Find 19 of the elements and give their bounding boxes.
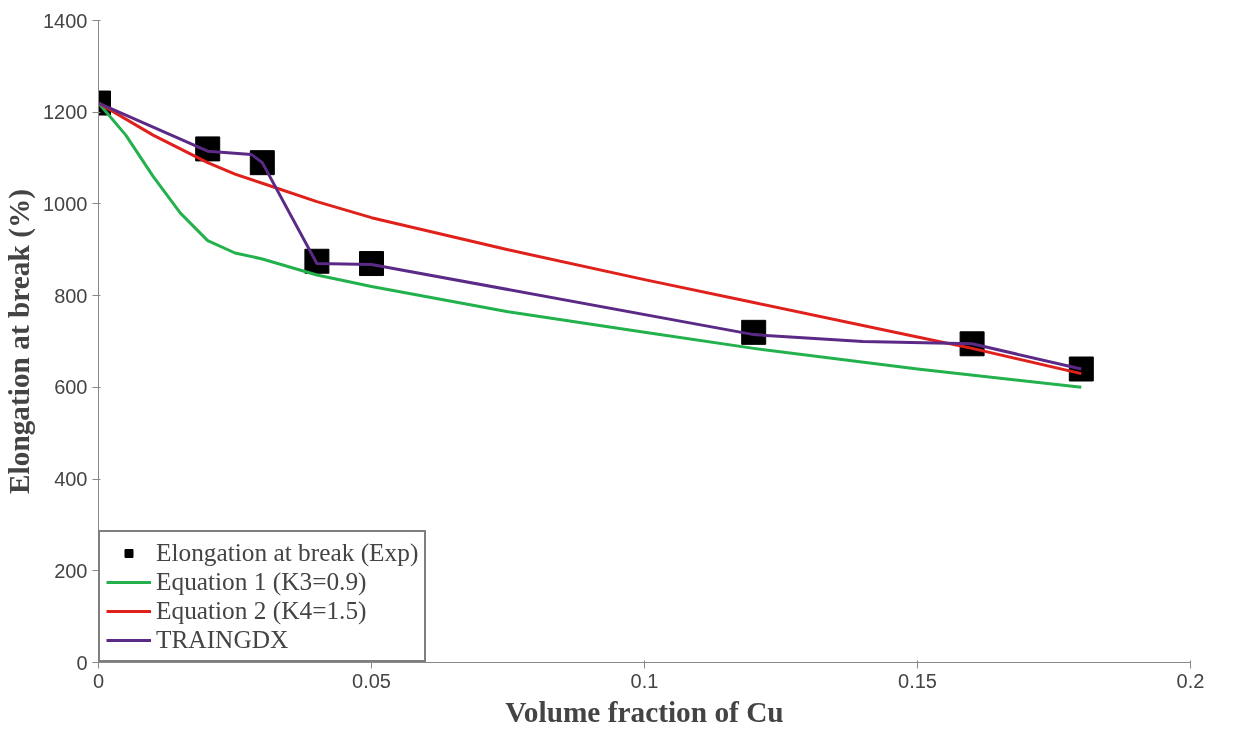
x-tick-label: 0	[92, 669, 105, 692]
y-tick-label: 0	[76, 651, 88, 674]
y-tick-label: 200	[54, 559, 88, 582]
y-tick-label: 800	[54, 284, 88, 307]
x-tick-label: 0.15	[898, 669, 937, 692]
legend-label: TRAINGDX	[156, 625, 289, 654]
y-tick-label: 1200	[43, 101, 88, 124]
legend-label: Equation 2 (K4=1.5)	[156, 596, 367, 625]
y-tick-label: 1000	[43, 192, 88, 215]
y-tick-label: 400	[54, 468, 88, 491]
x-tick-label: 0.05	[352, 669, 391, 692]
x-tick-label: 0.1	[630, 669, 659, 692]
x-axis-title: Volume fraction of Cu	[505, 695, 784, 728]
legend-label: Equation 1 (K3=0.9)	[156, 567, 367, 596]
y-axis-title: Elongation at break (%)	[3, 189, 37, 494]
legend-label: Elongation at break (Exp)	[156, 538, 419, 567]
x-tick-label: 0.2	[1176, 669, 1205, 692]
y-tick-label: 600	[54, 376, 88, 399]
y-tick-label: 1400	[43, 9, 88, 32]
